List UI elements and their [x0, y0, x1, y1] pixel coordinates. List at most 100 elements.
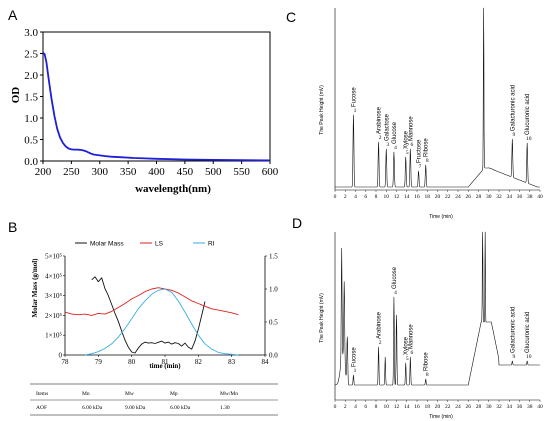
peak-label: Galacturonic acid	[510, 307, 516, 353]
peak-label: Fructose	[417, 139, 423, 163]
panel-b-ytick-left-label: 2×10⁵	[45, 312, 62, 320]
panel-b-ytick-right-label: 0.0	[269, 352, 278, 360]
panel-a-xtick-label: 350	[120, 166, 137, 178]
panel-letter-d: D	[292, 215, 302, 231]
xtick-label: 20	[435, 194, 441, 200]
peak-number: 2	[379, 135, 382, 141]
peak-number: 10	[526, 354, 532, 360]
panel-a-xlabel: wavelength(nm)	[135, 183, 211, 195]
xtick-label: 26	[466, 194, 472, 200]
panel-letter-a: A	[8, 7, 18, 23]
panel-b-ytick-left-label: 3×10⁵	[45, 292, 62, 300]
xtick-label: 2	[344, 404, 347, 410]
xtick-label: 8	[375, 404, 378, 410]
panel-d-ylabel: The Peak Height (mV)	[319, 293, 325, 343]
panel-b-xtick-label: 83	[228, 358, 236, 366]
panel-a-xtick-label: 450	[177, 166, 194, 178]
panel-b-series-ri	[84, 288, 239, 356]
panel-a-frame	[42, 31, 271, 162]
panel-b-molar-mass: 78 79 80 81 82 83 84 0 1×10⁵ 2×10⁵ 3×10⁵ 4×10⁵ 5×10⁵…	[31, 241, 278, 371]
xtick-label: 8	[375, 194, 378, 200]
xtick-label: 0	[334, 194, 337, 200]
panel-d-xlabel: Time (min)	[429, 414, 453, 420]
xtick-label: 24	[455, 194, 461, 200]
peak-number: 1	[354, 108, 357, 114]
xtick-label: 22	[445, 194, 451, 200]
peak-label: Arabinose	[377, 106, 383, 134]
panel-b-legend: Molar Mass LS RI	[75, 241, 215, 248]
table-header-cell: Items	[36, 391, 48, 397]
xtick-label: 10	[384, 194, 390, 200]
panel-a-ytick-label: 0.0	[24, 156, 38, 168]
panel-b-xtick-label: 84	[262, 358, 270, 366]
xtick-label: 12	[394, 194, 400, 200]
peak-number: 10	[526, 136, 532, 142]
panel-letter-c: C	[286, 9, 296, 25]
peak-number: 2	[379, 340, 382, 346]
xtick-label: 30	[486, 404, 492, 410]
xtick-label: 0	[334, 404, 337, 410]
peak-label: Fucose	[351, 347, 357, 367]
xtick-label: 28	[476, 404, 482, 410]
chromatogram-trace	[334, 7, 541, 188]
panel-b-legend-label: Molar Mass	[90, 241, 124, 248]
panel-a-ytick-label: 2.5	[24, 49, 38, 61]
peak-label: Glucuronic acid	[525, 312, 531, 353]
table-header-cell: Mw	[125, 391, 134, 397]
xtick-label: 6	[364, 194, 367, 200]
peak-label: Fucose	[351, 87, 357, 107]
peak-number: 4	[394, 290, 397, 296]
xtick-label: 38	[527, 404, 533, 410]
panel-b-ytick-right-label: 1.0	[269, 286, 278, 294]
xtick-label: 34	[507, 404, 513, 410]
panel-a-ytick-label: 1.5	[24, 92, 38, 104]
panel-b-xtick-label: 82	[195, 358, 203, 366]
xtick-label: 36	[517, 404, 523, 410]
peak-label: Glucose	[392, 121, 398, 144]
table-header-cell: Mp	[170, 391, 178, 397]
xtick-label: 24	[455, 404, 461, 410]
xtick-label: 14	[404, 404, 410, 410]
peak-label: Glucuronic acid	[525, 94, 531, 135]
panel-a-xtick-label: 600	[262, 166, 279, 178]
peak-label: Galactose	[384, 113, 390, 141]
panel-b-legend-label: RI	[208, 241, 215, 248]
xtick-label: 18	[425, 194, 431, 200]
peak-label: Xylose	[404, 336, 410, 355]
xtick-label: 10	[384, 404, 390, 410]
xtick-label: 14	[404, 194, 410, 200]
xtick-label: 16	[414, 404, 420, 410]
panel-a-ytick-label: 1.0	[24, 113, 38, 125]
peak-number: 5	[406, 150, 409, 156]
xtick-label: 6	[364, 404, 367, 410]
panel-a-xtick-label: 250	[63, 166, 80, 178]
xtick-label: 34	[507, 194, 513, 200]
peak-label: Arabinose	[377, 311, 383, 339]
peak-label: Ribose	[424, 138, 430, 157]
panel-a-xtick-label: 550	[233, 166, 250, 178]
xtick-label: 30	[486, 194, 492, 200]
xtick-label: 16	[414, 194, 420, 200]
panel-b-series-molar-mass	[91, 276, 206, 354]
panel-a-ytick-label: 2.0	[24, 70, 38, 82]
xtick-label: 40	[537, 404, 543, 410]
xtick-label: 32	[496, 194, 502, 200]
peak-label: Mannose	[408, 324, 414, 349]
panel-b-xlabel: time (min)	[149, 362, 181, 370]
chromatogram-trace	[334, 231, 541, 386]
table-cell: 6.00 kDa	[82, 405, 103, 411]
panel-b-ytick-left-label: 5×10⁵	[45, 253, 62, 261]
peak-number: 9	[512, 132, 515, 138]
peak-label: Galacturonic acid	[510, 85, 516, 131]
molecular-weight-table: Items Mn Mw Mp Mw/Mn AOF 6.00 kDa 9.00 kDa 6.00 …	[30, 383, 278, 416]
peak-number: 8	[426, 372, 429, 378]
panel-d-sample-chromatogram: 0 2 4 6 8 10 12 14 16 18 20 22 24 26 28 30 32 34 36 38 40 1F…	[319, 231, 543, 420]
panel-b-xtick-label: 78	[62, 358, 70, 366]
xtick-label: 38	[527, 194, 533, 200]
panel-a-xtick-label: 200	[35, 166, 52, 178]
peak-label: Ribose	[424, 352, 430, 371]
panel-b-ylabel: Molar Mass (g/mol)	[31, 258, 39, 318]
xtick-label: 2	[344, 194, 347, 200]
peak-number: 3	[386, 142, 389, 148]
